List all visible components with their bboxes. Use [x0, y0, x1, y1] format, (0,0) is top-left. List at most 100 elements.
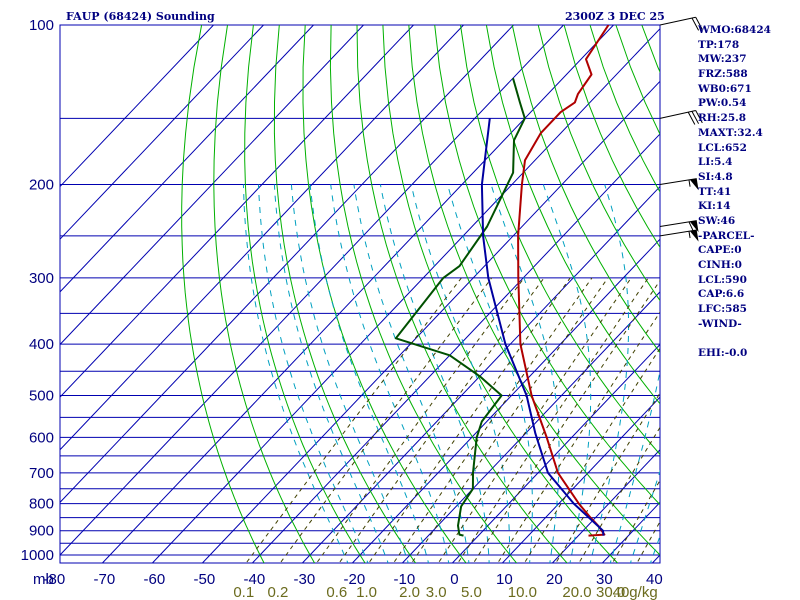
isotherm-ext--70 — [102, 554, 111, 563]
isotherm--140 — [60, 25, 264, 240]
plot-frame — [59, 24, 661, 564]
isotherm--120 — [60, 25, 364, 346]
isotherm-20 — [559, 449, 660, 556]
isotherm--130 — [60, 25, 314, 293]
temperature-tick--60: -60 — [144, 571, 166, 588]
temperature-tick-40: 40 — [646, 571, 663, 588]
mixing-ratio-line-3 — [437, 277, 632, 563]
temperature-tick--70: -70 — [94, 571, 116, 588]
dewpoint-line — [394, 77, 526, 537]
pressure-tick-600: 600 — [29, 429, 54, 446]
moist-adiabat-28 — [589, 184, 630, 563]
isotherm-0 — [459, 343, 660, 556]
moist-adiabat-0 — [330, 184, 450, 563]
pressure-tick-900: 900 — [29, 523, 54, 540]
index-item: -WIND- — [698, 317, 742, 330]
dry-adiabat--20 — [244, 25, 366, 563]
index-item: CINH:0 — [698, 259, 742, 271]
mixing-ratio-line-10 — [523, 347, 660, 563]
wind-barb-2 — [659, 178, 699, 191]
dry-adiabat-20 — [356, 25, 568, 563]
dry-adiabat-0 — [302, 25, 467, 563]
mixing-ratio-line-0.1 — [245, 277, 462, 563]
mixing-ratio-label-0.6: 0.6 — [326, 584, 347, 600]
temperature-tick-0: 0 — [450, 571, 458, 588]
mixing-ratio-label-30: 30.0 — [596, 584, 625, 600]
mixing-ratio-label-2: 2.0 — [399, 584, 420, 600]
moist-adiabat--20 — [242, 184, 349, 563]
index-item: SI:4.8 — [698, 170, 733, 183]
dry-adiabat-100 — [563, 25, 660, 249]
wind-barbs — [659, 16, 703, 242]
mixing-ratio-label-3: 3.0 — [426, 584, 447, 600]
isotherm-ext-60 — [752, 555, 760, 563]
isotherm--70 — [109, 25, 614, 556]
isotherm-ext-0 — [452, 554, 461, 563]
isotherms — [2, 25, 760, 563]
isotherm--20 — [359, 238, 660, 556]
dry-adiabat-50 — [434, 25, 660, 506]
isotherm-10 — [509, 396, 660, 556]
isotherm-ext--40 — [252, 554, 261, 563]
index-item: MW:237 — [698, 53, 747, 66]
index-item: SW:46 — [698, 214, 736, 227]
isotherm--30 — [309, 185, 660, 556]
mixing-ratio-line-5 — [472, 279, 660, 563]
moist-adiabat-24 — [542, 184, 592, 563]
moist-adiabat-20 — [490, 184, 560, 563]
mixing-ratio-line-30 — [611, 479, 660, 563]
isotherm-ext-40 — [652, 554, 660, 563]
isotherm-ext-50 — [702, 555, 710, 563]
isotherm--80 — [60, 25, 564, 556]
temperature-line — [517, 25, 610, 537]
chart-time: 2300Z 3 DEC 25 — [565, 10, 665, 23]
mixing-ratio-line-1.5 — [392, 277, 593, 563]
isotherm-ext--30 — [302, 554, 311, 563]
mixing-ratio-label-20: 20.0 — [562, 584, 591, 600]
index-item: TP:178 — [698, 38, 740, 51]
mixing-ratio-line-0.4 — [316, 277, 525, 563]
mixing-ratio-line-0.6 — [338, 277, 545, 563]
temperature-tick-10: 10 — [496, 571, 513, 588]
index-item: LCL:590 — [698, 273, 747, 286]
isotherm--10 — [409, 291, 660, 556]
mixing-ratio-label-1: 1.0 — [356, 584, 377, 600]
index-item: CAPE:0 — [698, 244, 742, 257]
index-item: WB0:671 — [698, 82, 752, 95]
moist-adiabat-4 — [353, 184, 470, 563]
isotherm--60 — [159, 27, 660, 556]
moist-adiabat-32 — [609, 368, 660, 563]
wind-barb-1 — [659, 110, 703, 125]
wind-barb-0 — [659, 16, 703, 31]
temperature-tick--40: -40 — [244, 571, 266, 588]
dry-adiabat-70 — [485, 25, 660, 405]
index-item — [698, 331, 771, 346]
moist-adiabats — [242, 184, 660, 563]
dry-adiabat--10 — [273, 25, 417, 563]
dry-adiabat-30 — [382, 25, 619, 563]
isotherm--110 — [60, 25, 414, 398]
isotherm--40 — [259, 133, 660, 556]
isotherm--100 — [60, 25, 464, 451]
mixing-ratio-line-2 — [411, 277, 609, 563]
isotherm-ext-10 — [502, 554, 511, 563]
moist-adiabat-8 — [379, 184, 490, 563]
isotherm-ext--10 — [402, 554, 411, 563]
isotherm--150 — [60, 25, 214, 188]
dry-adiabats — [181, 25, 800, 568]
mixing-ratio-line-40 — [636, 520, 660, 563]
index-item: CAP:6.6 — [698, 288, 745, 301]
moist-adiabat--12 — [273, 184, 389, 563]
mixing-ratio-line-1 — [368, 277, 571, 563]
isotherm-ext--50 — [202, 554, 211, 563]
isotherm-ext--90 — [2, 555, 10, 563]
dry-adiabat-180 — [771, 25, 800, 568]
dry-adiabat-10 — [329, 25, 518, 563]
pressure-tick-300: 300 — [29, 270, 54, 287]
sounding-profiles — [394, 25, 610, 537]
isotherm--90 — [60, 25, 514, 504]
sounding-indices: WMO:68424 TP:178 MW:237 FRZ:588 WB0:671 PW:0.… — [698, 23, 771, 361]
index-item: WMO:68424 — [698, 24, 771, 36]
index-item: LFC:585 — [698, 303, 747, 316]
parcel-line — [480, 118, 605, 536]
